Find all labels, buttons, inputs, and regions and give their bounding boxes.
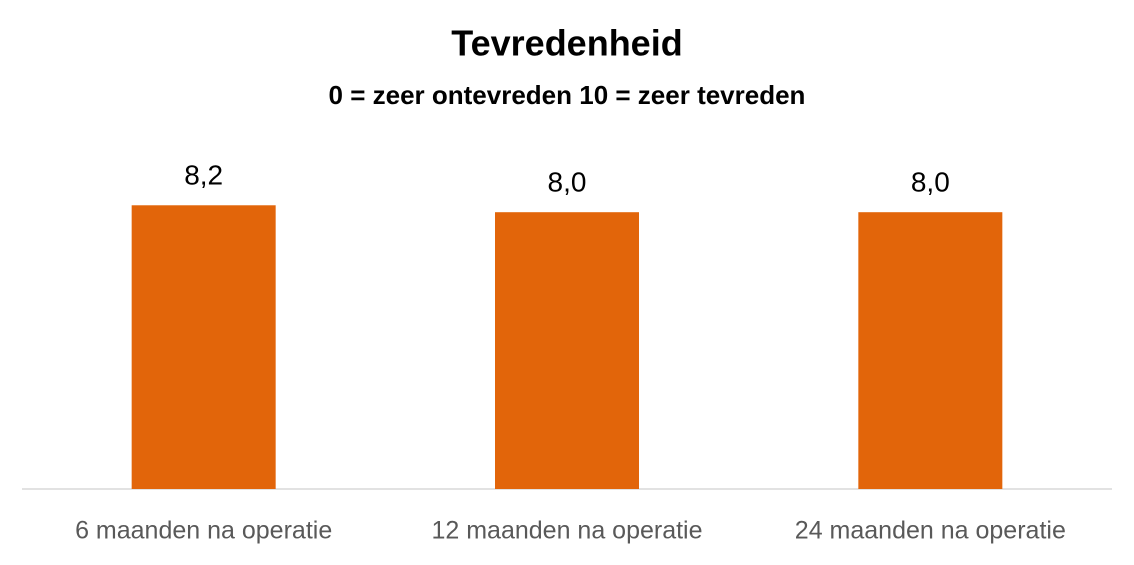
bar <box>858 212 1003 489</box>
value-label: 8,0 <box>548 167 587 198</box>
x-tick-label: 12 maanden na operatie <box>431 517 702 545</box>
value-label: 8,0 <box>911 167 950 198</box>
chart-subtitle: 0 = zeer ontevreden 10 = zeer tevreden <box>329 80 806 110</box>
bar <box>495 212 639 489</box>
bar <box>131 205 276 489</box>
chart-title: Tevredenheid <box>451 23 682 64</box>
x-tick-label: 6 maanden na operatie <box>75 517 332 545</box>
value-label: 8,2 <box>184 160 223 191</box>
x-tick-label: 24 maanden na operatie <box>795 517 1066 545</box>
